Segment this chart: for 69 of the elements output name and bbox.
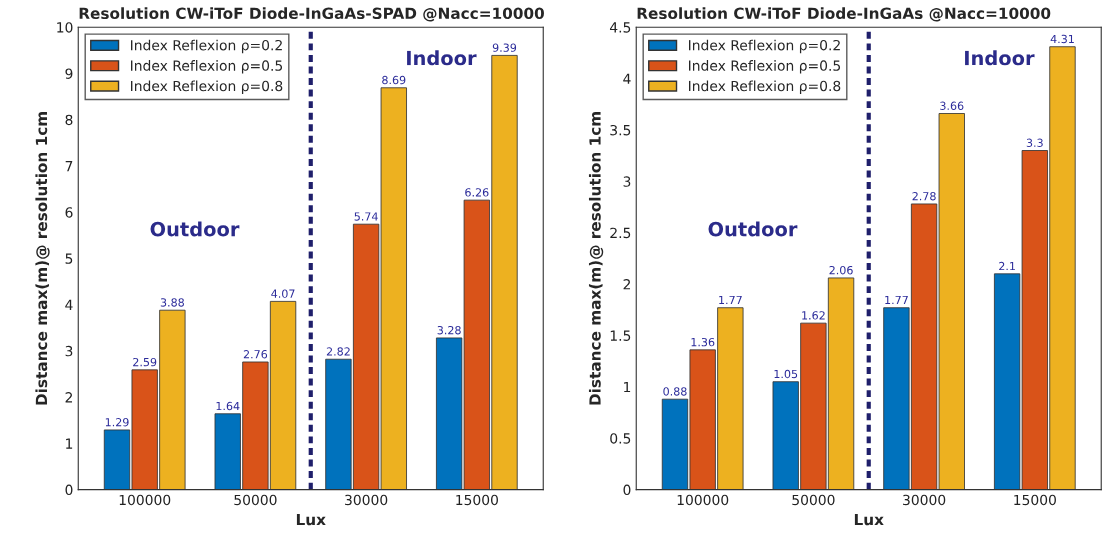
data-label: 1.29 [105,418,129,427]
y-tick-label: 5 [65,253,73,264]
y-tick-label: 6 [65,207,73,218]
x-tick-label: 15000 [1014,494,1056,506]
y-tick-label: 1.5 [610,330,631,341]
y-tick-label: 0 [65,484,73,496]
x-tick-label: 30000 [903,494,946,506]
y-tick-label: 2.5 [610,227,631,239]
data-label: 8.69 [382,75,406,85]
y-tick-label: 2 [623,279,630,290]
legend-label: Index Reflexion ρ=0.8 [689,80,841,94]
x-tick-label: 50000 [792,494,835,506]
legend-label: Index Reflexion ρ=0.2 [131,39,282,54]
y-tick-label: 1 [624,382,631,393]
y-tick-label: 4 [623,73,631,84]
y-tick-label: 2 [65,392,73,403]
data-label: 1.64 [216,401,240,411]
annotation: Indoor [965,50,1035,66]
y-tick-label: 10 [57,22,73,33]
data-label: 2.06 [829,265,853,275]
data-label: 2.76 [243,350,268,359]
x-axis-title: Lux [854,513,884,526]
data-label: 9.39 [492,43,517,52]
data-label: 1.36 [691,337,715,347]
x-tick-label: 50000 [234,494,277,506]
y-tick-label: 0 [623,484,631,496]
data-label: 2.82 [326,347,350,356]
annotation: Outdoor [150,221,240,237]
x-tick-label: 100000 [677,494,729,506]
x-tick-label: 100000 [119,494,171,506]
data-label: 0.88 [663,387,687,396]
y-tick-label: 4 [65,299,73,310]
data-label: 1.05 [774,369,798,379]
data-label: 2.59 [133,357,157,367]
legend-label: Index Reflexion ρ=0.5 [689,60,841,74]
y-tick-label: 9 [65,68,73,79]
data-label: 3.66 [940,101,964,110]
y-tick-label: 8 [65,114,73,126]
data-label: 3.28 [437,325,461,335]
data-label: 6.26 [465,188,489,197]
x-axis-title: Lux [296,513,326,526]
x-tick-label: 30000 [345,494,388,506]
legend-label: Index Reflexion ρ=0.5 [131,60,283,74]
legend-label: Index Reflexion ρ=0.2 [689,39,840,54]
data-label: 5.74 [354,212,378,221]
data-label: 2.78 [912,191,936,201]
data-label: 3.88 [160,298,184,307]
chart-title: Resolution CW-iToF Diode-InGaAs @Nacc=10000 [637,7,1051,22]
y-tick-label: 1 [66,438,73,449]
data-label: 4.07 [271,289,295,298]
data-label: 3.3 [1026,138,1043,147]
annotation: Outdoor [708,221,798,237]
annotation: Indoor [407,50,477,66]
y-axis-title: Distance max(m)@ resolution 1cm [588,111,604,405]
y-tick-label: 3.5 [610,124,631,136]
data-label: 4.31 [1050,34,1074,44]
y-tick-label: 0.5 [610,433,631,444]
x-tick-label: 15000 [456,494,498,506]
y-tick-label: 3 [623,176,631,187]
data-label: 1.77 [719,295,742,305]
legend-label: Index Reflexion ρ=0.8 [131,80,283,94]
y-tick-label: 3 [65,345,73,357]
data-label: 1.77 [885,295,908,305]
chart-title: Resolution CW-iToF Diode-InGaAs-SPAD @Nacc=10000 [79,7,544,22]
data-label: 1.62 [802,311,825,320]
y-tick-label: 4.5 [609,22,631,33]
data-label: 2.1 [999,261,1015,271]
y-axis-title: Distance max(m)@ resolution 1cm [35,111,50,405]
y-tick-label: 7 [65,161,73,172]
